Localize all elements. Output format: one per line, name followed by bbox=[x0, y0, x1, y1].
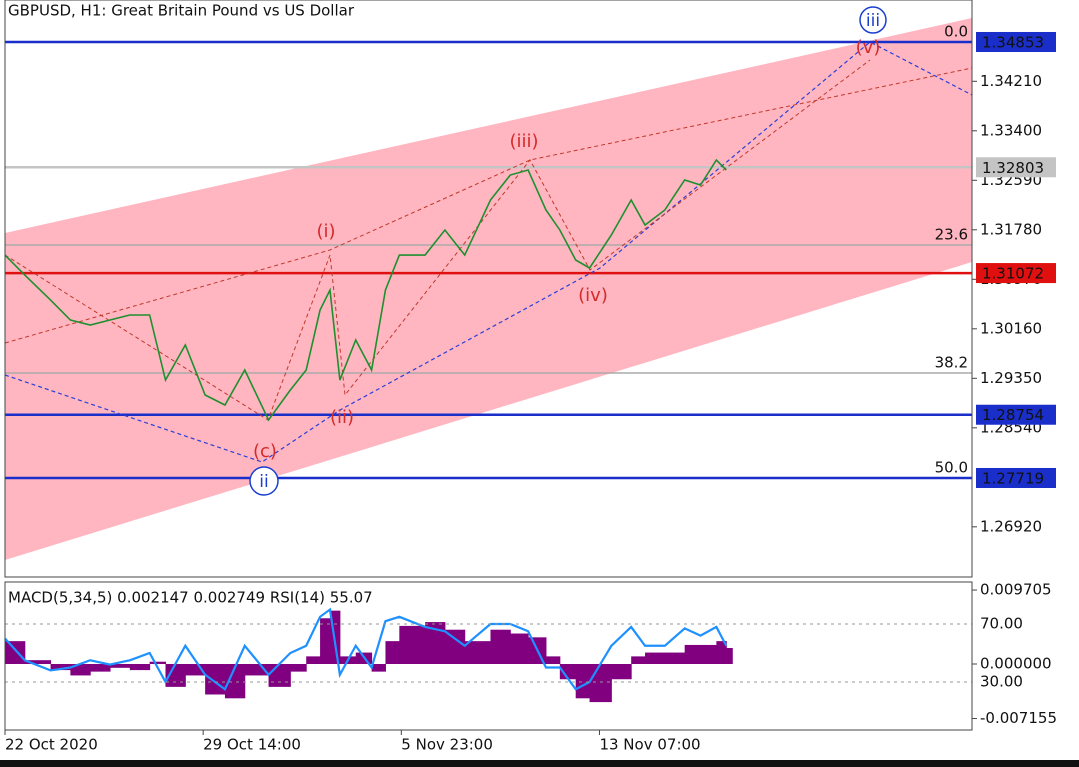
fib-label: 0.0 bbox=[944, 22, 968, 40]
macd-bar bbox=[129, 664, 151, 671]
x-tick-label: 5 Nov 23:00 bbox=[401, 736, 493, 754]
macd-bar bbox=[444, 629, 466, 665]
x-tick-label: 22 Oct 2020 bbox=[5, 736, 98, 754]
x-tick-label: 13 Nov 07:00 bbox=[599, 736, 700, 754]
macd-bar bbox=[185, 664, 206, 676]
macd-bar bbox=[90, 664, 111, 672]
price-box bbox=[976, 404, 1056, 425]
macd-bar bbox=[165, 664, 186, 687]
macd-bar bbox=[205, 664, 226, 695]
macd-bar bbox=[5, 641, 26, 665]
plot bbox=[4, 80, 977, 720]
x-tick-label: 29 Oct 14:00 bbox=[203, 736, 301, 754]
macd-bar bbox=[700, 644, 717, 665]
wave-label: (v) bbox=[856, 37, 881, 58]
wave-circle bbox=[249, 466, 279, 496]
macd-bar bbox=[50, 664, 71, 671]
y2-tick-label: 70.00 bbox=[980, 615, 1023, 633]
macd-bar bbox=[716, 641, 727, 665]
channel bbox=[5, 18, 972, 560]
wave-label: (c) bbox=[253, 441, 277, 462]
y-tick-label: -0.007155 bbox=[980, 709, 1057, 727]
macd-bar bbox=[425, 622, 446, 665]
wave-label: iii bbox=[866, 11, 880, 31]
price-box bbox=[976, 263, 1056, 284]
macd-bar bbox=[224, 664, 246, 699]
macd-bar bbox=[399, 625, 426, 665]
macd-bar bbox=[385, 641, 400, 665]
macd-bar bbox=[631, 656, 646, 665]
macd-bar bbox=[490, 629, 511, 665]
macd-bar bbox=[589, 664, 612, 703]
price-box-label: 1.32803 bbox=[982, 159, 1044, 177]
macd-bar bbox=[110, 664, 131, 668]
macd-bar bbox=[24, 660, 52, 665]
price-box bbox=[976, 31, 1056, 52]
y-tick-label: 1.31780 bbox=[980, 220, 1042, 238]
bottom-bar bbox=[0, 760, 1079, 767]
macd-bar bbox=[149, 661, 167, 665]
macd-bar bbox=[306, 656, 321, 665]
chart-title: GBPUSD, H1: Great Britain Pound vs US Do… bbox=[8, 2, 355, 20]
macd-bar bbox=[244, 664, 270, 676]
y-tick-label: 1.30160 bbox=[980, 319, 1042, 337]
y-tick-label: 1.26920 bbox=[980, 517, 1042, 535]
macd-bar bbox=[70, 664, 91, 676]
wave-line-red bbox=[4, 67, 973, 344]
macd-bar bbox=[611, 664, 632, 680]
wave-label: (iv) bbox=[578, 285, 608, 306]
macd-bar bbox=[664, 652, 686, 665]
macd-bar bbox=[559, 664, 577, 680]
price-box bbox=[976, 157, 1056, 178]
fib-label: 50.0 bbox=[935, 458, 968, 476]
y-tick-label: 1.29350 bbox=[980, 369, 1042, 387]
macd-bar bbox=[268, 664, 291, 687]
price-box-label: 1.31072 bbox=[982, 265, 1044, 283]
wave-label: (i) bbox=[316, 221, 335, 242]
rsi-line bbox=[4, 607, 728, 691]
macd-bar bbox=[684, 644, 702, 665]
wave-label: ii bbox=[259, 472, 268, 492]
price-line bbox=[4, 158, 727, 422]
fib-label: 23.6 bbox=[935, 226, 968, 244]
indicator-title: MACD(5,34,5) 0.002147 0.002749 RSI(14) 5… bbox=[8, 589, 373, 607]
wave-circle bbox=[859, 6, 887, 34]
macd-bar bbox=[290, 664, 307, 672]
price-box-label: 1.27719 bbox=[982, 469, 1044, 487]
y2-tick-label: 30.00 bbox=[980, 673, 1023, 691]
price-box-label: 1.28754 bbox=[982, 406, 1044, 424]
macd-bar bbox=[371, 664, 386, 672]
price-box bbox=[976, 467, 1056, 488]
macd-bar bbox=[545, 656, 561, 665]
levels bbox=[5, 40, 972, 480]
fib-label: 38.2 bbox=[935, 354, 968, 372]
macd-bar bbox=[645, 652, 666, 665]
macd-bar bbox=[510, 633, 529, 665]
wave-label: (ii) bbox=[330, 407, 354, 428]
y-tick-label: 0.000000 bbox=[980, 655, 1052, 673]
y-tick-label: 0.009705 bbox=[980, 581, 1052, 599]
macd-bar bbox=[464, 641, 491, 665]
price-box-label: 1.34853 bbox=[982, 33, 1044, 51]
y-tick-label: 1.33400 bbox=[980, 121, 1042, 139]
wave-line-blue bbox=[4, 41, 973, 463]
macd-bar bbox=[726, 647, 733, 665]
macd-bar bbox=[320, 618, 331, 665]
macd-bar bbox=[575, 664, 591, 699]
y-tick-label: 1.34210 bbox=[980, 72, 1042, 90]
indicator-frame bbox=[4, 581, 973, 731]
main-frame bbox=[4, 0, 973, 578]
wave-label: (iii) bbox=[509, 131, 538, 152]
